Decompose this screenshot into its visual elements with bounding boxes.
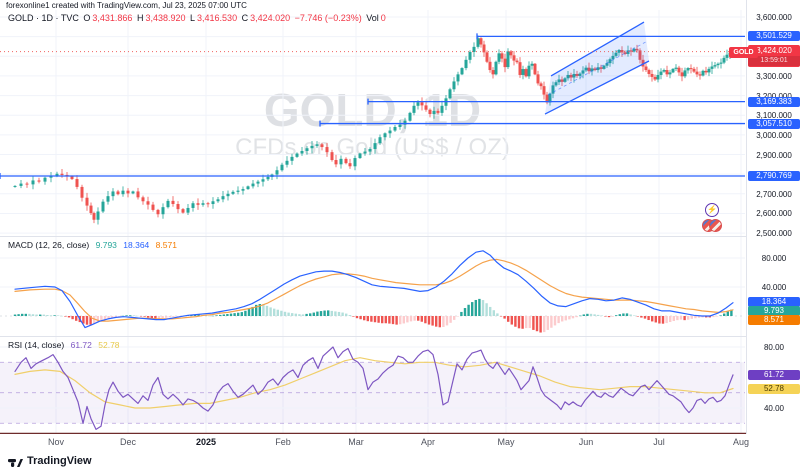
low-label: L [190,13,196,23]
time-tick-label: 2025 [195,437,217,447]
price-tick-label: 2,600.000 [756,209,792,219]
candles [13,35,735,225]
macd-line-value: 18.364 [123,240,150,250]
time-tick-label: Apr [420,437,436,447]
rsi-value: 61.72 [70,340,92,350]
close-label: C [241,13,249,23]
bar-countdown: 13:59:01 [748,56,800,66]
rsi-ma-line [14,357,734,409]
price-tick-label: 2,700.000 [756,189,792,199]
time-tick-label: Jul [653,437,665,447]
price-line-label: 2,790.769 [748,170,800,181]
macd-signal-line [14,258,734,322]
time-tick-label: Dec [119,437,137,447]
rsi-tick-label: 40.00 [763,404,785,413]
rsi-line [14,346,734,430]
flag-icon [709,219,722,232]
time-scale[interactable]: Nov Dec 2025 Feb Mar Apr May Jun Jul Aug [0,434,800,452]
volume-label: Vol [366,13,379,23]
last-price-label: 3,424.020 13:59:01 [748,45,800,67]
rsi-legend[interactable]: RSI (14, close) 61.72 52.78 [8,340,120,350]
time-tick-label: Nov [47,437,65,447]
time-tick-label: Aug [732,437,750,447]
macd-label: MACD (12, 26, close) [8,240,90,250]
low-value: 3,416.530 [197,13,238,23]
footer-brand[interactable]: TradingView [8,455,92,467]
price-line-label: 3,501.529 [748,31,800,42]
tradingview-wordmark: TradingView [27,455,92,467]
macd-signal-value: 8.571 [155,240,177,250]
price-line-label: 3,169.383 [748,96,800,107]
price-tick-label: 2,900.000 [756,150,792,160]
volume-value: 0 [380,13,386,23]
time-tick-label: May [497,437,515,447]
macd-value-label: 9.793 [748,306,800,316]
rsi-label: RSI (14, close) [8,340,65,350]
macd-tick-label: 80.000 [761,254,787,263]
rsi-value-label: 52.78 [748,383,800,394]
macd-value-label: 8.571 [748,315,800,325]
tradingview-logo-icon [8,459,23,467]
price-line-label: 3,057.510 [748,118,800,129]
high-value: 3,438.920 [145,13,186,23]
macd-hist-value: 9.793 [95,240,117,250]
rsi-value-label: 61.72 [748,369,800,380]
macd-tick-label: 40.000 [761,283,787,292]
export-info-line: forexonline1 created with TradingView.co… [6,1,247,10]
instrument-flags-icon[interactable] [702,219,722,237]
symbol-title[interactable]: GOLD · 1D · TVC [8,13,79,23]
price-tick-label: 2,500.000 [756,229,792,239]
open-label: O [83,13,91,23]
price-tick-label: 3,600.000 [756,13,792,22]
macd-line [14,250,734,329]
high-label: H [136,13,144,23]
open-value: 3,431.866 [92,13,133,23]
rsi-tick-label: 80.00 [763,343,785,352]
price-tick-label: 3,200.000 [747,92,800,101]
time-tick-label: Mar [348,437,364,447]
parallel-channel [544,21,650,115]
macd-legend[interactable]: MACD (12, 26, close) 9.793 18.364 8.571 [8,240,177,250]
time-tick-label: Jun [578,437,594,447]
rsi-ma-value: 52.78 [98,340,120,350]
price-tick-label: 3,000.000 [756,130,792,140]
boost-lightning-icon[interactable]: ⚡ [705,203,719,217]
close-value: 3,424.020 [250,13,291,23]
price-tick-label: 3,300.000 [756,71,792,81]
price-scale[interactable]: 3,424.020 13:59:01 3,600.000 3,300.000 3,2… [746,0,800,452]
symbol-price-tag: GOLD [729,47,758,58]
last-price-value: 3,424.020 [756,46,792,55]
macd-histogram [13,298,733,333]
macd-value-label: 18.364 [748,297,800,307]
time-tick-label: Feb [275,437,291,447]
change-value: −7.746 (−0.23%) [294,13,362,23]
price-tick-label: 3,100.000 [756,111,792,121]
